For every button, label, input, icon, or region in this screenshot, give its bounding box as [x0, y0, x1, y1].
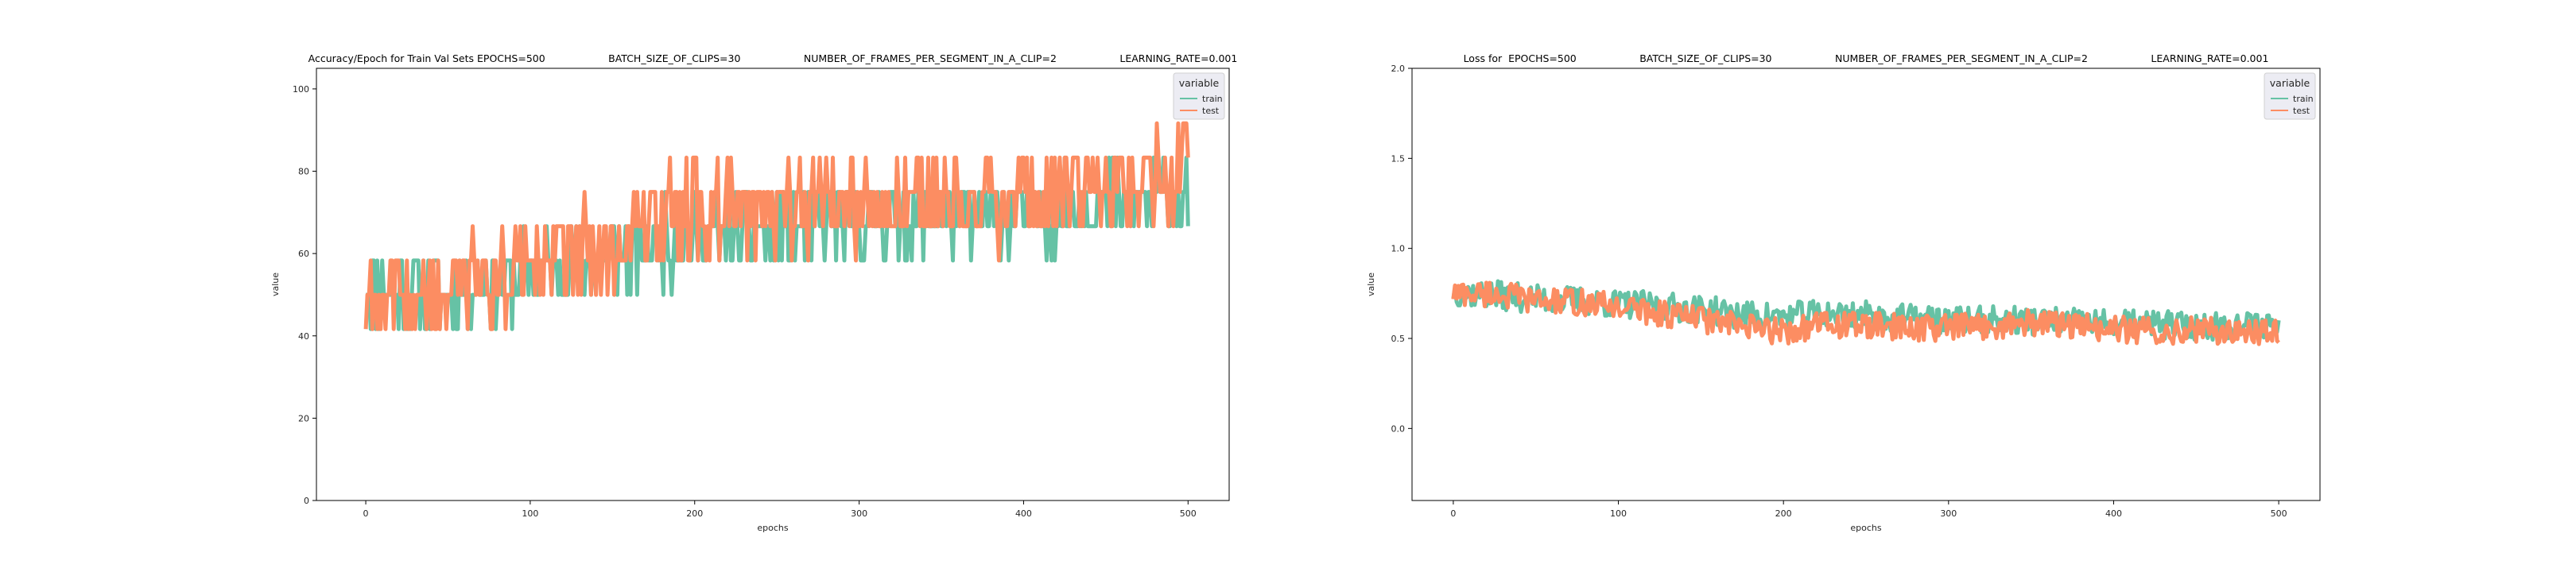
legend-title: variable: [2270, 77, 2310, 89]
x-axis-label: epochs: [757, 523, 788, 533]
y-tick-label: 0: [304, 496, 309, 506]
axes-frame: [1411, 68, 2321, 501]
y-tick-label: 80: [298, 167, 309, 177]
legend: variable train test: [1173, 72, 1225, 120]
legend: variable train test: [2264, 72, 2316, 120]
series-line-test: [363, 121, 1190, 331]
legend-box: [2264, 72, 2316, 120]
chart-title: Loss for EPOCHS=500 BATCH_SIZE_OF_CLIPS=…: [1464, 52, 2269, 64]
x-tick-label: 100: [1610, 508, 1627, 519]
y-tick-label: 0.0: [1391, 423, 1406, 434]
legend-label-train: train: [1202, 94, 1223, 104]
legend-label-test: test: [2293, 106, 2310, 116]
chart-panel-2: 0 100 200 300 400 500 0.0 0.5 1.0 1.5 2.0 epochs val…: [1366, 52, 2321, 533]
x-tick-label: 200: [1775, 508, 1792, 519]
axes-frame: [316, 68, 1230, 501]
chart-title: Accuracy/Epoch for Train Val Sets EPOCHS…: [308, 52, 1238, 64]
y-tick-label: 1.0: [1391, 244, 1406, 254]
y-tick-label: 60: [298, 249, 309, 259]
y-tick-label: 100: [293, 84, 309, 95]
y-tick-label: 40: [298, 331, 309, 342]
x-tick-label: 300: [851, 508, 867, 519]
x-axis-label: epochs: [1850, 523, 1881, 533]
legend-box: [1173, 72, 1225, 120]
x-tick-label: 500: [1180, 508, 1197, 519]
legend-title: variable: [1179, 77, 1220, 89]
x-tick-label: 100: [522, 508, 538, 519]
chart-panel-1: 0 100 200 300 400 500 0 20 40 60 80 100 epochs value A…: [270, 52, 1237, 533]
x-tick-label: 400: [2105, 508, 2122, 519]
x-tick-label: 0: [1450, 508, 1456, 519]
series-line-test: [1451, 280, 2280, 346]
x-tick-label: 400: [1015, 508, 1032, 519]
x-tick-label: 0: [363, 508, 369, 519]
y-axis-label: value: [270, 272, 281, 296]
y-tick-label: 20: [298, 413, 309, 423]
legend-label-train: train: [2293, 94, 2314, 104]
y-tick-label: 2.0: [1391, 64, 1406, 74]
x-tick-label: 500: [2271, 508, 2287, 519]
y-tick-label: 1.5: [1391, 153, 1406, 164]
x-tick-label: 200: [686, 508, 703, 519]
legend-label-test: test: [1202, 106, 1220, 116]
x-tick-label: 300: [1940, 508, 1957, 519]
y-tick-label: 0.5: [1391, 334, 1406, 344]
y-axis-label: value: [1366, 272, 1376, 296]
